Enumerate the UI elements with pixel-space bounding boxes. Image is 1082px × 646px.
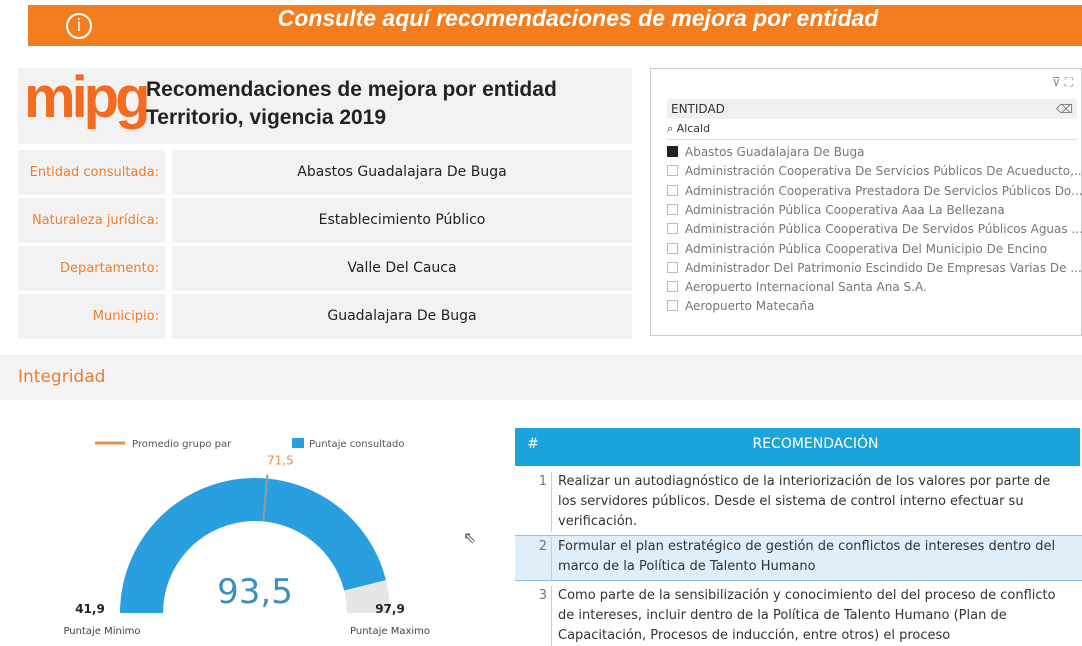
- tick-label: 97,9: [375, 602, 405, 616]
- tick-label: 41,9: [75, 602, 105, 616]
- checkbox[interactable]: [667, 184, 678, 196]
- field-label: Naturaleza jurídica:: [18, 198, 165, 243]
- header: mipg Recomendaciones de mejora por entid…: [18, 65, 632, 144]
- search-box[interactable]: ⌕ Alcald: [667, 122, 1077, 140]
- field-value: Establecimiento Público: [172, 198, 632, 243]
- slicer-item[interactable]: Administrador Del Patrimonio Escindido D…: [667, 261, 1082, 275]
- checkbox[interactable]: [667, 242, 678, 254]
- slicer-item[interactable]: Abastos Guadalajara De Buga: [667, 145, 865, 159]
- checkbox[interactable]: [667, 281, 678, 293]
- slicer-item[interactable]: Administración Pública Cooperativa De Se…: [667, 222, 1082, 236]
- header-title: Recomendaciones de mejora por entidad: [146, 78, 557, 101]
- item-label: Administración Cooperativa Prestadora De…: [685, 183, 1082, 198]
- filter-icon[interactable]: ⊽ ⛶: [1052, 75, 1073, 89]
- axis-label: Puntaje Maximo: [350, 626, 430, 637]
- field-label: Departamento:: [18, 246, 165, 291]
- search-text: Alcald: [676, 122, 711, 135]
- table-row: [515, 470, 1082, 532]
- gauge-value: [120, 477, 386, 613]
- item-label: Aeropuerto Matecaña: [685, 299, 815, 314]
- gauge-value-label: 93,5: [217, 572, 293, 612]
- section-title: Integridad: [18, 367, 106, 387]
- item-label: Administración Pública Cooperativa Del M…: [685, 241, 1048, 256]
- axis-label: Puntaje Mínimo: [63, 625, 140, 637]
- item-label: Administración Cooperativa De Servicios …: [685, 164, 1082, 179]
- field-value: Guadalajara De Buga: [172, 294, 632, 339]
- item-label: Administración Pública Cooperativa Aaa L…: [685, 202, 1005, 217]
- slicer-item[interactable]: Administración Pública Cooperativa Aaa L…: [667, 203, 1005, 217]
- eraser-icon[interactable]: ⌫: [1056, 102, 1073, 116]
- item-label: Abastos Guadalajara De Buga: [685, 145, 865, 159]
- banner-title: Consulte aquí recomendaciones de mejora …: [277, 5, 879, 31]
- item-label: Administración Pública Cooperativa De Se…: [685, 222, 1082, 237]
- field-label: Municipio:: [18, 294, 165, 339]
- row-text: Realizar un autodiagnóstico de la interi…: [551, 472, 1071, 532]
- table-header: RECOMENDACIÓN: [551, 428, 1080, 466]
- checkbox[interactable]: [667, 165, 678, 177]
- row-text: Formular el plan estratégico de gestión …: [551, 537, 1071, 581]
- legend-swatch: [292, 438, 304, 448]
- checkbox[interactable]: [667, 203, 678, 215]
- slicer-header: ENTIDAD ⌫: [667, 99, 1077, 119]
- legend-label: Promedio grupo par: [132, 439, 232, 450]
- section-band: Integridad: [0, 355, 1082, 400]
- slicer: ⊽ ⛶ ENTIDAD ⌫ ⌕ Alcald Abastos Guadalajar…: [650, 68, 1082, 336]
- table-row: [515, 584, 1082, 646]
- row-text: Como parte de la sensibilización y conoc…: [551, 586, 1071, 646]
- legend-label: Puntaje consultado: [309, 439, 404, 450]
- slicer-title: ENTIDAD: [671, 102, 725, 116]
- row-number: 3: [538, 588, 547, 603]
- checkbox[interactable]: [667, 261, 678, 273]
- target-label: 71,5: [267, 454, 294, 468]
- target-line: [262, 474, 269, 522]
- checkbox[interactable]: [667, 300, 678, 312]
- field-value: Abastos Guadalajara De Buga: [172, 150, 632, 195]
- logo: mipg: [24, 65, 151, 130]
- slicer-item[interactable]: Administración Pública Cooperativa Del M…: [667, 242, 1047, 256]
- field-value: Valle Del Cauca: [172, 246, 632, 291]
- checkbox[interactable]: [667, 146, 678, 157]
- slicer-item[interactable]: Aeropuerto Internacional Santa Ana S.A.: [667, 280, 927, 294]
- slicer-item[interactable]: Aeropuerto Matecaña: [667, 299, 815, 313]
- row-number: 2: [538, 539, 547, 554]
- table-row: [515, 535, 1082, 581]
- table-header: #: [515, 428, 551, 466]
- item-label: Aeropuerto Internacional Santa Ana S.A.: [685, 280, 927, 295]
- item-label: Administrador Del Patrimonio Escindido D…: [685, 260, 1082, 275]
- row-number: 1: [538, 474, 547, 489]
- slicer-item[interactable]: Administración Cooperativa De Servicios …: [667, 164, 1082, 178]
- field-label: Entidad consultada:: [18, 150, 165, 195]
- checkbox[interactable]: [667, 223, 678, 235]
- cursor: ⇖: [463, 528, 477, 547]
- header-subtitle: Territorio, vigencia 2019: [146, 106, 387, 129]
- info-icon: i: [66, 13, 92, 39]
- slicer-item[interactable]: Administración Cooperativa Prestadora De…: [667, 184, 1082, 198]
- gauge-chart: 71,5 93,5 41,9 Puntaje Mínimo 97,9 Puntaje Ma…: [63, 438, 430, 637]
- banner[interactable]: i Consulte aquí recomendaciones de mejor…: [28, 5, 1082, 46]
